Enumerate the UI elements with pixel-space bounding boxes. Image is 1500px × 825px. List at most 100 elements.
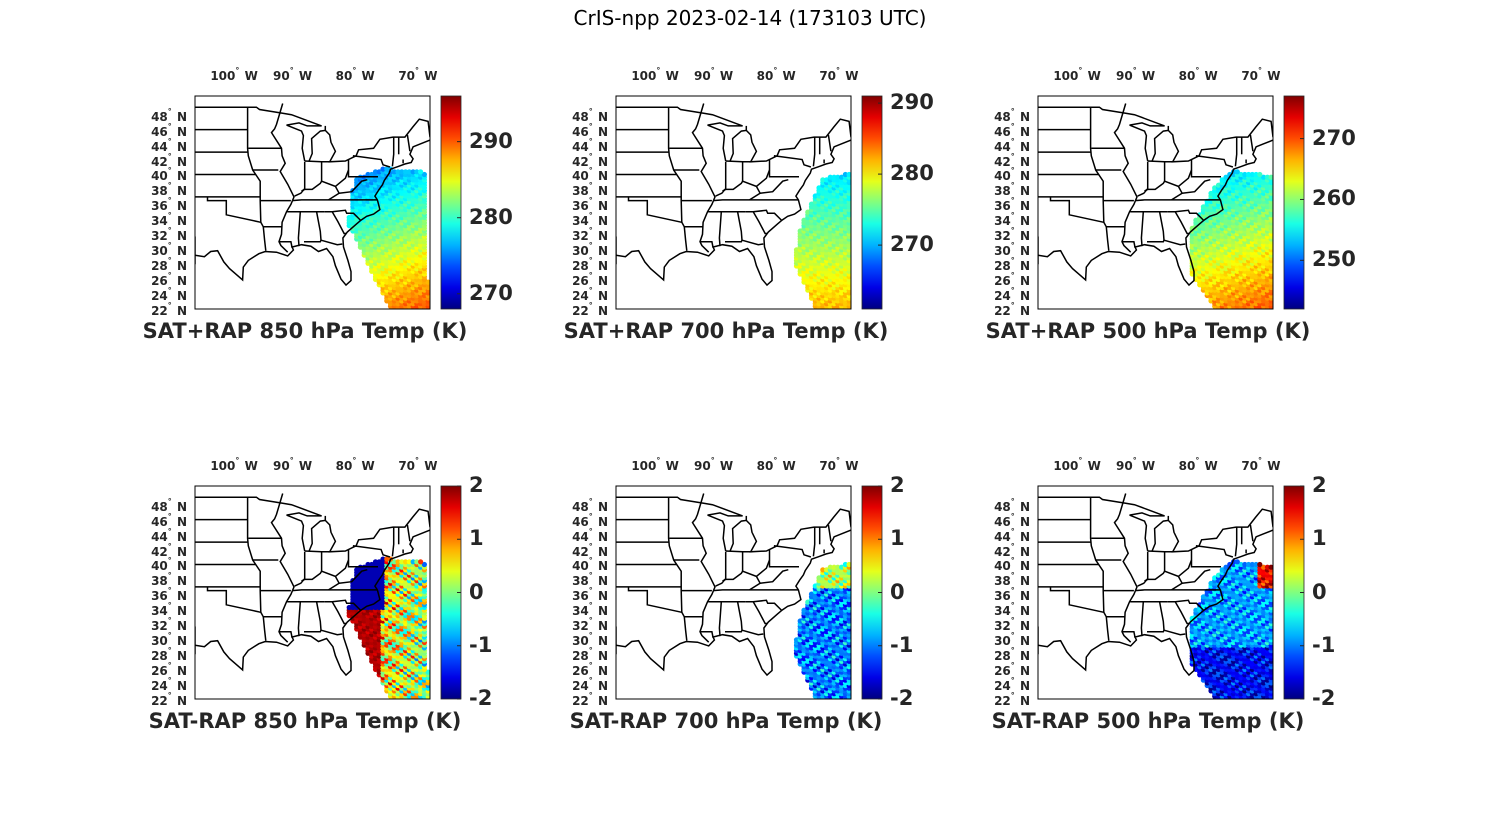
state-border bbox=[1038, 496, 1165, 517]
map-canvas bbox=[1037, 485, 1305, 700]
state-border bbox=[1195, 155, 1234, 168]
lat-tick-label: 32° N bbox=[994, 616, 1030, 634]
lat-tick-label: 36° N bbox=[572, 196, 608, 214]
lat-tick-label: 40° N bbox=[994, 556, 1030, 574]
lat-tick-label: 32° N bbox=[572, 616, 608, 634]
lat-tick-label: 34° N bbox=[151, 211, 187, 229]
lat-tick-label: 34° N bbox=[994, 601, 1030, 619]
lat-tick-label: 42° N bbox=[151, 541, 187, 559]
colorbar-tick-label: 290 bbox=[469, 128, 513, 153]
lat-tick-label: 30° N bbox=[572, 241, 608, 259]
state-border bbox=[352, 545, 391, 558]
map-frame bbox=[615, 485, 852, 700]
state-border bbox=[718, 211, 723, 247]
state-border bbox=[279, 240, 293, 248]
map-frame bbox=[615, 95, 852, 310]
lon-tick-label: 90° W bbox=[273, 66, 313, 83]
state-border bbox=[270, 493, 295, 643]
colorbar-tick-label: 280 bbox=[469, 204, 513, 229]
state-border bbox=[1135, 589, 1221, 592]
state-border bbox=[1122, 240, 1136, 248]
state-border bbox=[391, 137, 395, 167]
lat-tick-label: 42° N bbox=[572, 541, 608, 559]
state-border bbox=[246, 107, 262, 223]
lat-tick-label: 22° N bbox=[572, 301, 608, 318]
state-border bbox=[391, 527, 395, 557]
lat-tick-label: 28° N bbox=[994, 256, 1030, 274]
state-border bbox=[812, 137, 816, 167]
colorbar bbox=[1283, 95, 1305, 310]
data-swath bbox=[346, 556, 430, 699]
state-border bbox=[1190, 549, 1221, 568]
state-border bbox=[331, 601, 346, 625]
state-border bbox=[1089, 497, 1105, 613]
lon-tick-label: 100° W bbox=[210, 66, 258, 83]
state-border bbox=[722, 161, 727, 192]
lat-tick-label: 34° N bbox=[151, 601, 187, 619]
state-border bbox=[752, 211, 767, 235]
state-border bbox=[713, 589, 799, 592]
colorbar-tick-label: 0 bbox=[469, 579, 484, 604]
state-border bbox=[1182, 178, 1211, 194]
state-border bbox=[195, 496, 322, 517]
state-border bbox=[352, 155, 391, 168]
state-border bbox=[1113, 493, 1138, 643]
state-border bbox=[827, 134, 832, 152]
state-border bbox=[195, 106, 322, 127]
state-border bbox=[246, 497, 262, 613]
state-border bbox=[1147, 160, 1173, 163]
state-border bbox=[1174, 211, 1189, 235]
panel-title: SAT+RAP 700 hPa Temp (K) bbox=[563, 319, 889, 343]
state-border bbox=[1195, 545, 1234, 558]
lat-tick-label: 40° N bbox=[151, 166, 187, 184]
lat-tick-label: 44° N bbox=[994, 526, 1030, 544]
lon-tick-label: 80° W bbox=[756, 456, 796, 473]
panel-title: SAT+RAP 500 hPa Temp (K) bbox=[985, 319, 1311, 343]
state-border bbox=[339, 178, 368, 194]
state-border bbox=[1038, 106, 1165, 127]
lat-tick-label: 48° N bbox=[994, 106, 1030, 124]
colorbar-tick-label: 270 bbox=[1312, 125, 1356, 150]
state-border bbox=[1129, 124, 1149, 162]
state-border bbox=[1190, 159, 1221, 178]
colorbar-tick-label: 2 bbox=[1312, 473, 1327, 497]
state-border bbox=[667, 107, 683, 223]
state-border bbox=[827, 524, 832, 542]
lat-tick-label: 24° N bbox=[151, 676, 187, 694]
state-border bbox=[760, 568, 789, 584]
lon-tick-label: 80° W bbox=[1178, 456, 1218, 473]
lat-tick-label: 26° N bbox=[994, 661, 1030, 679]
lat-tick-label: 38° N bbox=[572, 571, 608, 589]
state-border bbox=[308, 508, 430, 553]
state-border bbox=[304, 550, 330, 553]
state-border bbox=[1167, 599, 1204, 611]
colorbar-tick-label: -2 bbox=[469, 686, 493, 710]
lat-tick-label: 26° N bbox=[572, 271, 608, 289]
colorbar-tick-label: 0 bbox=[890, 579, 905, 604]
state-border bbox=[729, 118, 851, 163]
state-border bbox=[1113, 103, 1138, 253]
lat-tick-label: 44° N bbox=[151, 526, 187, 544]
lat-tick-label: 32° N bbox=[994, 226, 1030, 244]
state-border bbox=[700, 630, 714, 638]
lat-tick-label: 30° N bbox=[151, 631, 187, 649]
state-border bbox=[294, 570, 341, 591]
state-boundaries bbox=[195, 103, 430, 287]
state-boundaries bbox=[195, 493, 430, 677]
state-border bbox=[279, 630, 293, 638]
map-canvas bbox=[615, 95, 883, 310]
map-frame bbox=[194, 485, 431, 700]
map-panel-p4: 2 1 0 -1 -2 100° W 90° W 80° W 70° W 48° N 46° N 44… bbox=[125, 450, 545, 750]
state-border bbox=[725, 601, 743, 633]
map-panel-p2: 290 280 270 100° W 90° W 80° W 70° W 48° N 46° N… bbox=[546, 60, 966, 360]
map-canvas bbox=[194, 95, 462, 310]
state-border bbox=[713, 199, 799, 202]
lat-tick-label: 42° N bbox=[994, 541, 1030, 559]
state-border bbox=[707, 514, 727, 552]
lat-tick-label: 26° N bbox=[151, 661, 187, 679]
state-border bbox=[667, 497, 683, 613]
map-canvas bbox=[1037, 95, 1305, 310]
state-border bbox=[715, 570, 762, 591]
state-border bbox=[304, 211, 322, 243]
state-border bbox=[347, 549, 378, 568]
